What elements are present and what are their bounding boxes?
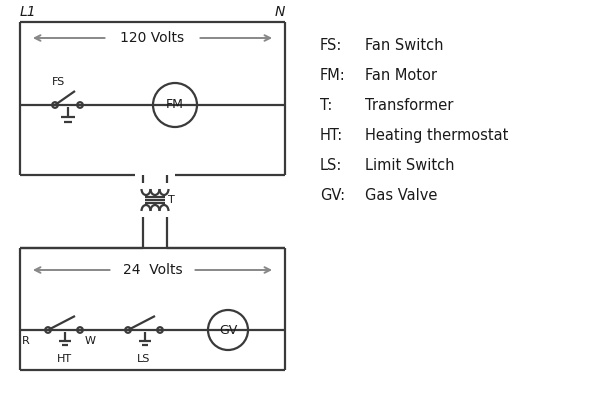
- Text: LS:: LS:: [320, 158, 342, 173]
- Text: N: N: [274, 5, 285, 19]
- Text: LS: LS: [137, 354, 150, 364]
- Text: FS:: FS:: [320, 38, 342, 53]
- Text: GV: GV: [219, 324, 237, 336]
- Text: Fan Motor: Fan Motor: [365, 68, 437, 83]
- Text: T:: T:: [320, 98, 332, 113]
- Text: W: W: [85, 336, 96, 346]
- Text: FM: FM: [166, 98, 184, 112]
- Text: FS: FS: [52, 77, 65, 87]
- Text: L1: L1: [20, 5, 37, 19]
- Text: Transformer: Transformer: [365, 98, 453, 113]
- Text: HT: HT: [57, 354, 71, 364]
- Text: Heating thermostat: Heating thermostat: [365, 128, 509, 143]
- Text: T: T: [168, 195, 175, 205]
- Text: Fan Switch: Fan Switch: [365, 38, 444, 53]
- Text: 120 Volts: 120 Volts: [120, 31, 185, 45]
- Text: GV:: GV:: [320, 188, 345, 203]
- Text: 24  Volts: 24 Volts: [123, 263, 182, 277]
- Text: R: R: [22, 336, 30, 346]
- Text: Limit Switch: Limit Switch: [365, 158, 454, 173]
- Text: HT:: HT:: [320, 128, 343, 143]
- Text: Gas Valve: Gas Valve: [365, 188, 437, 203]
- Text: FM:: FM:: [320, 68, 346, 83]
